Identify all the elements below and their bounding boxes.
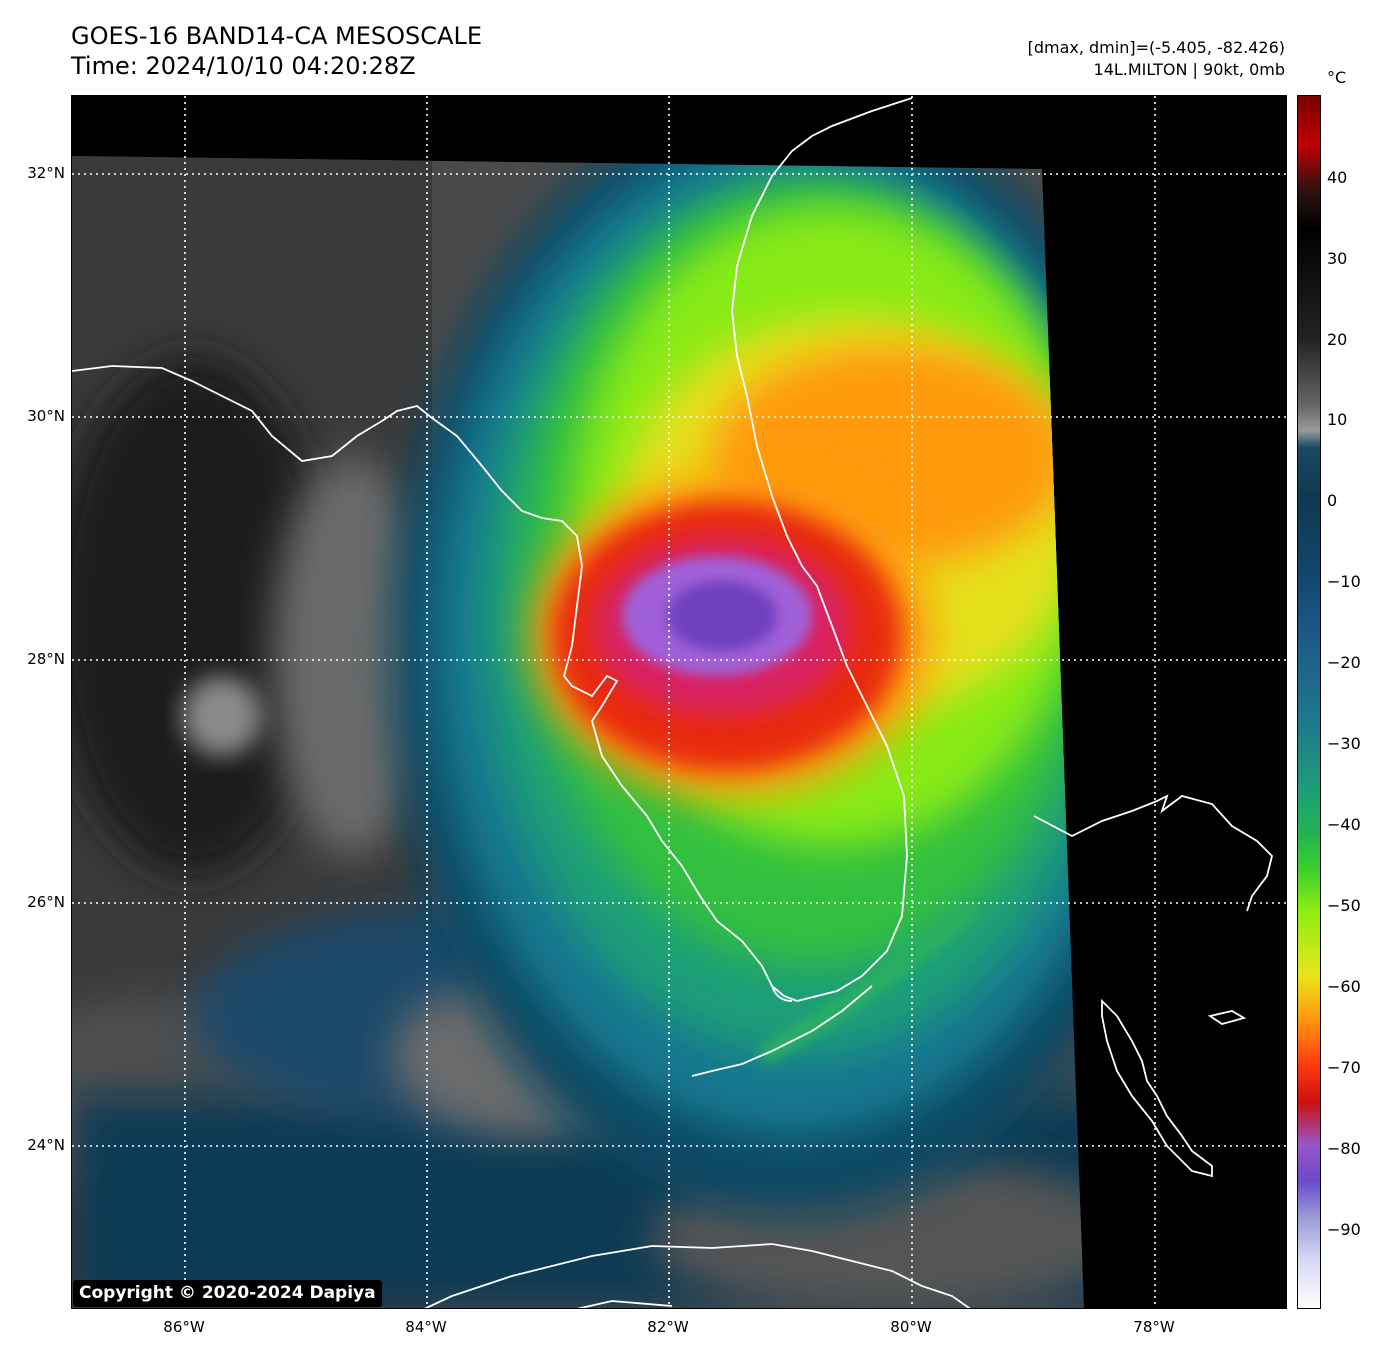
- colorbar: [1297, 95, 1321, 1309]
- lat-label-30n: 30°N: [27, 407, 65, 425]
- lat-label-32n: 32°N: [27, 164, 65, 182]
- colorbar-tick: −60: [1327, 977, 1361, 996]
- colorbar-tick: 40: [1327, 168, 1348, 187]
- colorbar-tick: −30: [1327, 734, 1361, 753]
- colorbar-tick: 20: [1327, 330, 1348, 349]
- lon-label-80w: 80°W: [890, 1318, 932, 1336]
- colorbar-tick: 0: [1327, 491, 1338, 510]
- lon-label-78w: 78°W: [1133, 1318, 1175, 1336]
- colorbar-tick: −40: [1327, 815, 1361, 834]
- colorbar-tick: −50: [1327, 896, 1361, 915]
- colorbar-tick: −10: [1327, 572, 1361, 591]
- colorbar-unit: °C: [1327, 68, 1347, 87]
- grid-lines: [72, 96, 1286, 1308]
- coastlines: [72, 97, 1273, 1308]
- info-storm: 14L.MILTON | 90kt, 0mb: [1093, 60, 1285, 79]
- lat-label-28n: 28°N: [27, 650, 65, 668]
- copyright-badge: Copyright © 2020-2024 Dapiya: [73, 1280, 382, 1307]
- colorbar-tick: −90: [1327, 1220, 1361, 1239]
- lon-label-86w: 86°W: [163, 1318, 205, 1336]
- lat-label-26n: 26°N: [27, 893, 65, 911]
- title-line-1: GOES-16 BAND14-CA MESOSCALE: [71, 22, 482, 50]
- info-dmax-dmin: [dmax, dmin]=(-5.405, -82.426): [1027, 38, 1285, 57]
- colorbar-tick: 10: [1327, 410, 1348, 429]
- lat-label-24n: 24°N: [27, 1136, 65, 1154]
- lon-label-84w: 84°W: [405, 1318, 447, 1336]
- colorbar-tick: −80: [1327, 1139, 1361, 1158]
- colorbar-tick: −20: [1327, 653, 1361, 672]
- satellite-map: [71, 95, 1287, 1309]
- title-line-2: Time: 2024/10/10 04:20:28Z: [71, 52, 416, 80]
- lon-label-82w: 82°W: [647, 1318, 689, 1336]
- colorbar-tick: 30: [1327, 249, 1348, 268]
- satellite-image: [72, 96, 1286, 1308]
- colorbar-tick: −70: [1327, 1058, 1361, 1077]
